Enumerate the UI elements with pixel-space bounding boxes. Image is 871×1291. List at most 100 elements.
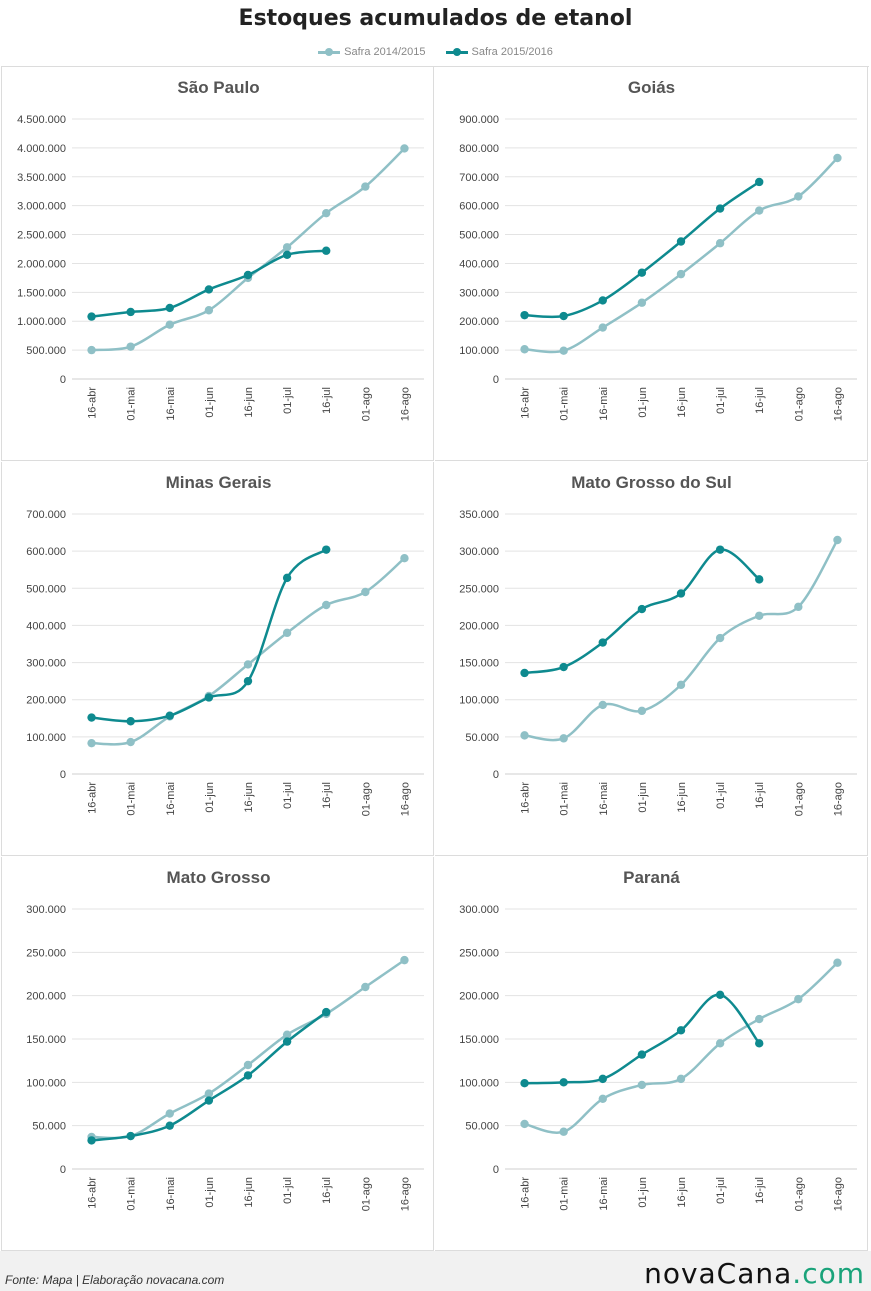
y-tick-label: 250.000	[459, 583, 499, 595]
y-tick-label: 300.000	[26, 658, 66, 670]
data-point-2014-2015	[400, 554, 409, 563]
data-point-2015-2016	[715, 990, 725, 999]
y-tick-label: 50.000	[32, 1121, 66, 1133]
x-tick-label: 16-ago	[832, 782, 844, 816]
data-point-2014-2015	[833, 535, 842, 545]
x-tick-label: 01-mai	[559, 1177, 571, 1211]
data-point-2015-2016	[282, 250, 292, 259]
x-tick-label: 01-jun	[204, 387, 216, 418]
data-point-2014-2015	[165, 320, 174, 329]
series-line-2015-2016	[524, 180, 760, 319]
data-point-2014-2015	[598, 323, 607, 332]
data-point-2015-2016	[243, 270, 253, 280]
y-tick-label: 0	[493, 769, 499, 781]
x-tick-label: 16-abr	[520, 387, 532, 419]
data-point-2015-2016	[243, 676, 253, 686]
panel-title: São Paulo	[177, 78, 259, 97]
y-tick-label: 350.000	[459, 509, 499, 521]
legend-swatch-2015	[445, 47, 468, 57]
data-point-2014-2015	[676, 680, 686, 690]
data-point-2014-2015	[637, 1080, 647, 1090]
panel-mato-grosso: Mato Grosso 0 50.000 100.000 150.000 200.000 2…	[1, 857, 434, 1251]
y-tick-label: 4.500.000	[17, 114, 66, 126]
novacana-logo: novaCana.com	[644, 1257, 865, 1290]
y-tick-label: 50.000	[465, 732, 499, 744]
x-tick-label: 16-ago	[399, 1177, 411, 1211]
x-tick-label: 16-abr	[87, 782, 99, 814]
data-point-2014-2015	[520, 731, 529, 740]
y-tick-label: 4.000.000	[17, 143, 66, 155]
x-tick-label: 01-jun	[204, 782, 216, 813]
data-point-2014-2015	[598, 1094, 607, 1103]
data-point-2014-2015	[794, 994, 803, 1004]
chart-svg-minas-gerais: Minas Gerais 0 100.000 200.000 300.000 400.00…	[26, 473, 424, 816]
data-point-2014-2015	[165, 1109, 174, 1118]
legend-item-2015: Safra 2015/2016	[445, 46, 553, 58]
data-point-2014-2015	[243, 1060, 253, 1070]
y-tick-label: 500.000	[459, 230, 499, 242]
chart-svg-mato-grosso: Mato Grosso 0 50.000 100.000 150.000 200.000 2…	[26, 868, 424, 1211]
data-point-2015-2016	[204, 693, 214, 702]
data-point-2015-2016	[204, 1096, 214, 1105]
chart-grid: São Paulo 0 500.000 1.000.000 1.500.000 2.000…	[1, 66, 869, 1252]
data-point-2015-2016	[559, 662, 568, 672]
y-tick-label: 250.000	[459, 947, 499, 959]
x-tick-label: 01-mai	[559, 782, 571, 816]
data-point-2015-2016	[755, 177, 764, 187]
series-line-2014-2015	[91, 147, 406, 352]
data-point-2015-2016	[520, 668, 529, 678]
data-point-2014-2015	[361, 982, 370, 992]
data-point-2014-2015	[204, 306, 214, 315]
data-point-2015-2016	[598, 1074, 607, 1084]
data-point-2014-2015	[637, 298, 647, 307]
y-tick-label: 150.000	[459, 1034, 499, 1046]
panel-title: Mato Grosso	[167, 868, 271, 887]
data-point-2014-2015	[559, 1127, 568, 1136]
x-tick-label: 16-ago	[832, 387, 844, 421]
y-tick-label: 200.000	[459, 991, 499, 1003]
x-tick-label: 01-jul	[282, 387, 294, 414]
data-point-2014-2015	[755, 611, 764, 620]
y-tick-label: 0	[60, 374, 66, 386]
x-tick-label: 01-jul	[715, 1177, 727, 1204]
data-point-2014-2015	[204, 1089, 214, 1098]
data-point-2015-2016	[165, 303, 174, 313]
x-tick-label: 16-jun	[676, 782, 688, 813]
x-tick-label: 16-abr	[520, 1177, 532, 1209]
y-tick-label: 100.000	[26, 732, 66, 744]
data-point-2015-2016	[126, 1131, 135, 1141]
data-point-2014-2015	[676, 1074, 686, 1084]
x-tick-label: 01-jun	[637, 782, 649, 813]
data-point-2014-2015	[520, 1119, 529, 1129]
data-point-2014-2015	[400, 144, 409, 153]
y-tick-label: 2.500.000	[17, 230, 66, 242]
panel-goias: Goiás 0 100.000 200.000 300.000 400.000 500.00…	[435, 67, 868, 461]
x-tick-label: 16-abr	[520, 782, 532, 814]
x-tick-label: 16-jul	[321, 387, 333, 414]
data-point-2015-2016	[322, 246, 331, 255]
data-point-2014-2015	[361, 182, 370, 191]
panel-title: Minas Gerais	[166, 473, 272, 492]
chart-svg-parana: Paraná 0 50.000 100.000 150.000 200.000 250.00…	[459, 868, 857, 1211]
legend-label-2014: Safra 2014/2015	[344, 46, 426, 58]
data-point-2015-2016	[126, 307, 135, 317]
legend-item-2014: Safra 2014/2015	[318, 46, 426, 58]
x-tick-label: 16-mai	[598, 387, 610, 421]
y-tick-label: 1.000.000	[17, 316, 66, 328]
x-tick-label: 16-jun	[243, 1177, 255, 1208]
data-point-2014-2015	[282, 1030, 292, 1039]
data-point-2014-2015	[637, 706, 647, 716]
data-point-2015-2016	[676, 237, 686, 246]
footer: Fonte: Mapa | Elaboração novacana.com no…	[0, 1251, 871, 1291]
data-point-2014-2015	[282, 628, 292, 638]
x-tick-label: 01-ago	[793, 1177, 805, 1211]
data-point-2014-2015	[87, 345, 96, 355]
data-point-2014-2015	[833, 153, 842, 163]
y-tick-label: 300.000	[459, 546, 499, 558]
x-tick-label: 01-jun	[637, 1177, 649, 1208]
y-tick-label: 200.000	[459, 620, 499, 632]
data-point-2015-2016	[755, 1039, 764, 1048]
x-tick-label: 16-jun	[243, 782, 255, 813]
data-point-2015-2016	[715, 545, 725, 554]
data-point-2014-2015	[833, 958, 842, 967]
